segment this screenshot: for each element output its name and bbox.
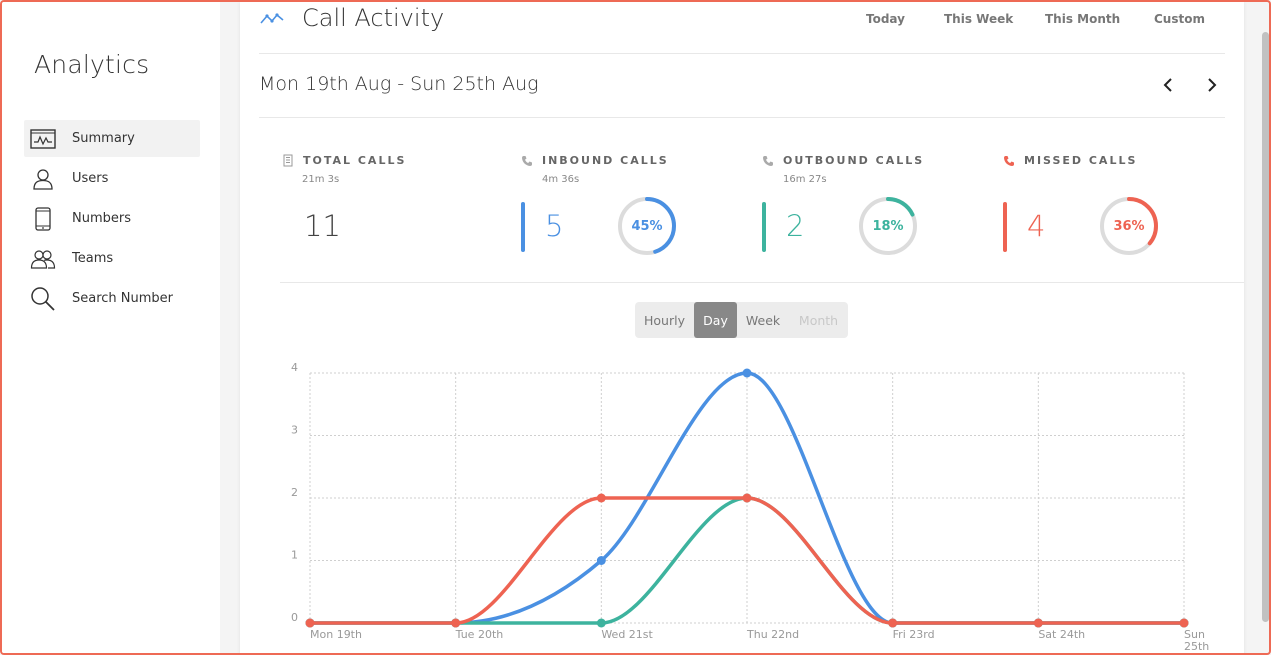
stat-color-bar xyxy=(1003,202,1007,252)
sidebar-item-users[interactable]: Users xyxy=(24,160,200,197)
donut-percent-label: 45% xyxy=(631,218,663,234)
stat-color-bar xyxy=(762,202,766,252)
stat-missed-calls: MISSED CALLS 4 36% xyxy=(1003,154,1233,264)
stat-duration: 16m 27s xyxy=(783,174,827,185)
outbound-percent-arc xyxy=(859,197,917,255)
stat-value: 4 xyxy=(1027,209,1046,243)
date-range-label: Mon 19th Aug - Sun 25th Aug xyxy=(259,73,539,95)
missed-percent-arc xyxy=(1100,197,1158,255)
sidebar-item-label: Search Number xyxy=(72,291,174,306)
tab-custom[interactable]: Custom xyxy=(1154,12,1205,26)
sidebar: Analytics Summary Users Numbers Teams xyxy=(2,2,220,653)
sidebar-item-label: Users xyxy=(72,171,109,186)
tab-this-week[interactable]: This Week xyxy=(944,12,1014,26)
inbound-percent-donut: 45% xyxy=(616,195,678,257)
stat-value: 11 xyxy=(304,209,341,243)
y-tick-label: 4 xyxy=(291,361,298,374)
tab-today[interactable]: Today xyxy=(866,12,905,26)
donut-percent-label: 36% xyxy=(1113,218,1145,234)
x-tick-label: Wed 21st xyxy=(601,628,653,641)
next-week-button[interactable] xyxy=(1202,74,1222,96)
series-point-2 xyxy=(1033,618,1043,628)
previous-week-button[interactable] xyxy=(1158,74,1178,96)
call-activity-card: Call Activity Today This Week This Month… xyxy=(240,2,1244,653)
stat-value: 5 xyxy=(545,209,564,243)
x-tick-label: Mon 19th xyxy=(310,628,362,641)
search-icon xyxy=(30,286,56,312)
phone-outgoing-icon xyxy=(762,154,774,167)
tab-this-month[interactable]: This Month xyxy=(1045,12,1121,26)
granularity-hourly[interactable]: Hourly xyxy=(644,312,685,328)
granularity-day[interactable]: Day xyxy=(694,302,737,338)
sidebar-item-label: Teams xyxy=(72,251,114,266)
y-tick-label: 2 xyxy=(291,486,298,499)
sidebar-item-search-number[interactable]: Search Number xyxy=(24,280,200,317)
sidebar-item-teams[interactable]: Teams xyxy=(24,240,200,277)
sidebar-item-summary[interactable]: Summary xyxy=(24,120,200,157)
stat-inbound-calls: INBOUND CALLS 4m 36s 5 45% xyxy=(521,154,751,264)
x-tick-label: Sat 24th xyxy=(1038,628,1085,641)
stat-title: OUTBOUND CALLS xyxy=(783,154,925,167)
series-point-2 xyxy=(888,618,898,628)
summary-chart-icon xyxy=(30,126,56,152)
stat-title: MISSED CALLS xyxy=(1024,154,1138,167)
activity-line-icon xyxy=(259,11,285,31)
stat-outbound-calls: OUTBOUND CALLS 16m 27s 2 18% xyxy=(762,154,992,264)
chevron-right-icon xyxy=(1208,78,1217,92)
donut-percent-label: 18% xyxy=(872,218,904,234)
stat-color-bar xyxy=(521,202,525,252)
header-divider xyxy=(259,53,1225,54)
stat-title: INBOUND CALLS xyxy=(542,154,669,167)
sidebar-item-label: Summary xyxy=(72,131,135,146)
user-icon xyxy=(30,166,56,192)
card-header: Call Activity Today This Week This Month… xyxy=(240,2,1244,54)
y-tick-label: 3 xyxy=(291,424,298,437)
stats-divider xyxy=(280,282,1244,283)
sidebar-item-numbers[interactable]: Numbers xyxy=(24,200,200,237)
x-tick-label: Sun 25th xyxy=(1184,628,1209,653)
inbound-percent-arc xyxy=(618,197,676,255)
granularity-month: Month xyxy=(798,312,839,328)
series-point-2 xyxy=(305,618,315,628)
chevron-left-icon xyxy=(1163,78,1172,92)
y-tick-label: 0 xyxy=(291,611,298,624)
sidebar-title: Analytics xyxy=(34,50,150,79)
series-point-2 xyxy=(1179,618,1189,628)
series-point-0 xyxy=(742,368,752,378)
phone-missed-icon xyxy=(1003,154,1015,167)
stat-value: 2 xyxy=(786,209,805,243)
x-tick-label: Fri 23rd xyxy=(893,628,935,641)
stat-duration: 4m 36s xyxy=(542,174,580,185)
granularity-toggle: Hourly Day Week Month xyxy=(635,302,848,338)
page-title: Call Activity xyxy=(302,4,445,32)
sidebar-item-label: Numbers xyxy=(72,211,131,226)
missed-percent-donut: 36% xyxy=(1098,195,1160,257)
call-activity-chart: 0 1 2 3 4 Mon 19th Tue 20th Wed 21st Thu 22nd Fri… xyxy=(280,352,1220,653)
series-point-2 xyxy=(596,493,606,503)
line-chart-svg: 0 1 2 3 4 Mon 19th Tue 20th Wed 21st Thu 22nd Fri… xyxy=(291,361,1209,653)
series-point-0 xyxy=(596,556,606,565)
stat-total-calls: TOTAL CALLS 21m 3s 11 xyxy=(282,154,512,264)
outbound-percent-donut: 18% xyxy=(857,195,919,257)
scrollbar[interactable] xyxy=(1262,32,1269,622)
granularity-week[interactable]: Week xyxy=(745,312,781,328)
stat-duration: 21m 3s xyxy=(302,174,340,185)
phone-icon xyxy=(521,154,533,167)
series-point-2 xyxy=(451,618,461,628)
teams-icon xyxy=(30,246,56,272)
series-point-2 xyxy=(742,493,752,503)
x-tick-label: Tue 20th xyxy=(455,628,504,641)
phone-device-icon xyxy=(30,206,56,232)
y-tick-label: 1 xyxy=(291,549,298,562)
stat-title: TOTAL CALLS xyxy=(303,154,407,167)
building-icon xyxy=(282,154,294,167)
series-point-1 xyxy=(596,618,606,628)
x-tick-label: Thu 22nd xyxy=(746,628,799,641)
date-divider xyxy=(259,117,1225,118)
